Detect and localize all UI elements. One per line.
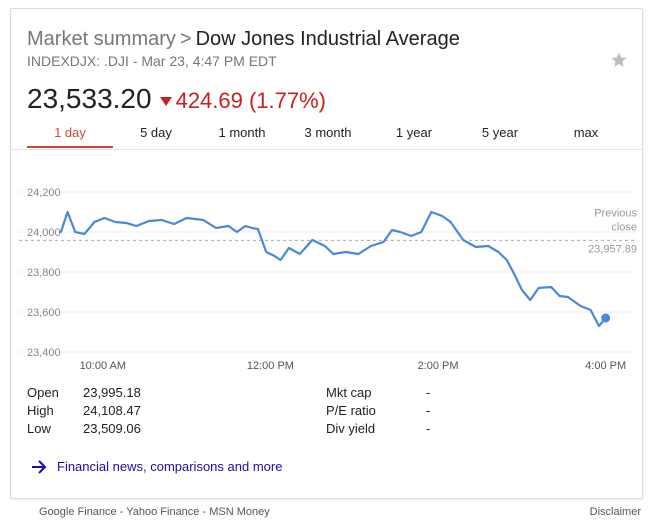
price-series-line bbox=[59, 210, 607, 328]
x-tick-label: 2:00 PM bbox=[418, 360, 459, 372]
star-icon-glyph bbox=[611, 52, 627, 67]
x-tick-label: 12:00 PM bbox=[247, 360, 294, 372]
breadcrumb-root-link[interactable]: Market summary bbox=[27, 28, 176, 50]
previous-close-label: Previous bbox=[594, 207, 637, 219]
y-tick-label: 23,400 bbox=[27, 347, 61, 359]
financial-news-link-label: Financial news, comparisons and more bbox=[57, 459, 283, 474]
tab-1-year[interactable]: 1 year bbox=[395, 125, 433, 140]
price-change: 424.69 (1.77%) bbox=[175, 88, 327, 113]
stat-label: Low bbox=[27, 421, 51, 436]
stat-value: 23,995.18 bbox=[83, 385, 141, 400]
stat-label: High bbox=[27, 403, 54, 418]
current-price: 23,533.20 bbox=[27, 83, 152, 114]
y-tick-label: 24,200 bbox=[27, 187, 61, 199]
financial-news-link[interactable]: Financial news, comparisons and more bbox=[31, 458, 282, 476]
page-title: Dow Jones Industrial Average bbox=[195, 28, 460, 50]
tab-3-month[interactable]: 3 month bbox=[304, 125, 352, 140]
ticker-subtitle: INDEXDJX: .DJI - Mar 23, 4:47 PM EDT bbox=[27, 53, 277, 69]
breadcrumb-separator: > bbox=[179, 28, 192, 50]
stat-label: Div yield bbox=[326, 421, 376, 436]
footer-disclaimer[interactable]: Disclaimer bbox=[589, 506, 641, 518]
y-tick-label: 24,000 bbox=[27, 227, 61, 239]
tab-max[interactable]: max bbox=[573, 125, 599, 140]
down-arrow-icon bbox=[159, 97, 172, 107]
stat-value: - bbox=[426, 421, 431, 436]
y-tick-label: 23,800 bbox=[27, 267, 61, 279]
stat-value: - bbox=[426, 385, 431, 400]
stat-label: Open bbox=[27, 385, 59, 400]
price-row: 23,533.20 424.69 (1.77%) bbox=[27, 83, 326, 115]
previous-close-value: 23,957.89 bbox=[588, 243, 637, 255]
stat-value: 24,108.47 bbox=[83, 403, 141, 418]
stat-value: - bbox=[426, 403, 431, 418]
stat-label: P/E ratio bbox=[326, 403, 376, 418]
finance-card: Market summary > Dow Jones Industrial Aver… bbox=[10, 8, 643, 499]
range-tabs: 1 day 5 day 1 month 3 month 1 year 5 yea… bbox=[27, 125, 627, 149]
last-price-point bbox=[601, 313, 611, 323]
stat-value: 23,509.06 bbox=[83, 421, 141, 436]
tab-5-day[interactable]: 5 day bbox=[140, 125, 172, 140]
breadcrumb: Market summary > Dow Jones Industrial Aver… bbox=[27, 28, 460, 51]
stat-label: Mkt cap bbox=[326, 385, 372, 400]
tabs-divider bbox=[11, 149, 642, 150]
x-tick-label: 4:00 PM bbox=[585, 360, 626, 372]
tab-5-year[interactable]: 5 year bbox=[481, 125, 519, 140]
intraday-chart[interactable]: 24,200 24,000 23,800 23,600 23,400 10:00 AM 12… bbox=[11, 169, 642, 381]
arrow-right-icon bbox=[31, 458, 47, 476]
footer-sources[interactable]: Google Finance - Yahoo Finance - MSN Mon… bbox=[39, 506, 270, 518]
star-icon[interactable] bbox=[610, 51, 628, 69]
tab-1-day[interactable]: 1 day bbox=[27, 125, 113, 148]
previous-close-label: close bbox=[611, 221, 637, 233]
y-tick-label: 23,600 bbox=[27, 307, 61, 319]
x-tick-label: 10:00 AM bbox=[80, 360, 126, 372]
tab-1-month[interactable]: 1 month bbox=[218, 125, 266, 140]
